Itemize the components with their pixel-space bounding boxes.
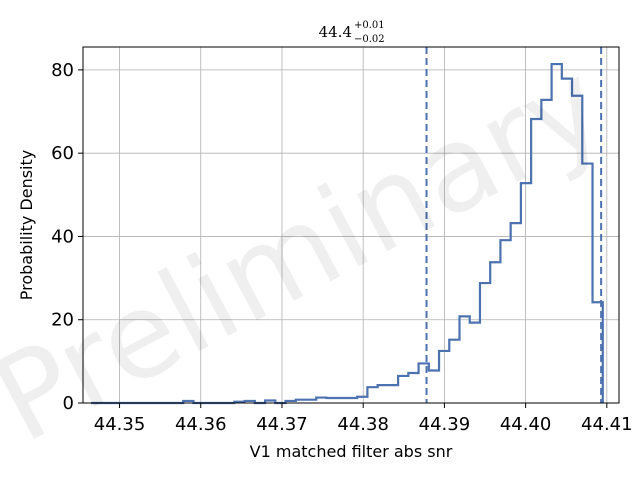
x-tick-label-1: 44.36 [175,414,227,435]
y-tick-label-1: 20 [51,310,74,331]
histogram-bin-36 [459,316,469,403]
x-tick-label-6: 44.41 [581,414,633,435]
histogram-bin-41 [511,223,521,403]
grid-lines [83,47,619,404]
histogram-bin-28 [378,385,388,403]
y-tick-label-4: 80 [51,60,74,81]
x-axis-ticks: 44.35 44.36 44.37 44.38 44.39 44.40 44.41 [94,403,633,435]
y-tick-label-3: 60 [51,143,74,164]
plot-area-frame [82,46,620,404]
histogram-bin-40 [500,240,510,403]
histogram-bin-42 [521,183,531,403]
histogram-bin-38 [480,283,490,403]
x-tick-label-4: 44.39 [419,414,471,435]
y-tick-label-0: 0 [63,393,74,414]
x-axis-label: V1 matched filter abs snr [250,442,453,461]
histogram-bin-48 [582,164,592,403]
y-axis-label: Probability Density [17,150,36,301]
preliminary-watermark: Preliminary [0,34,625,469]
x-tick-label-2: 44.37 [256,414,308,435]
x-tick-label-0: 44.35 [94,414,146,435]
histogram-bin-31 [408,373,418,403]
title-upper-error: +0.01 [354,20,385,31]
chart-title: 44.4 +0.01 −0.02 [319,20,385,45]
credible-interval-lines [425,47,603,403]
histogram-bin-33 [429,371,439,403]
y-tick-label-2: 40 [51,226,74,247]
histogram-bin-27 [367,387,377,403]
x-tick-label-5: 44.40 [500,414,552,435]
histogram-bin-30 [398,376,408,403]
histogram-bin-39 [490,262,500,403]
histogram-bin-37 [470,323,480,403]
y-axis-ticks: 0 20 40 60 80 [51,60,83,414]
title-lower-error: −0.02 [354,34,385,45]
histogram-bin-29 [388,385,398,403]
histogram-bin-35 [449,340,459,403]
title-value: 44.4 [319,23,352,41]
x-tick-label-3: 44.38 [337,414,389,435]
